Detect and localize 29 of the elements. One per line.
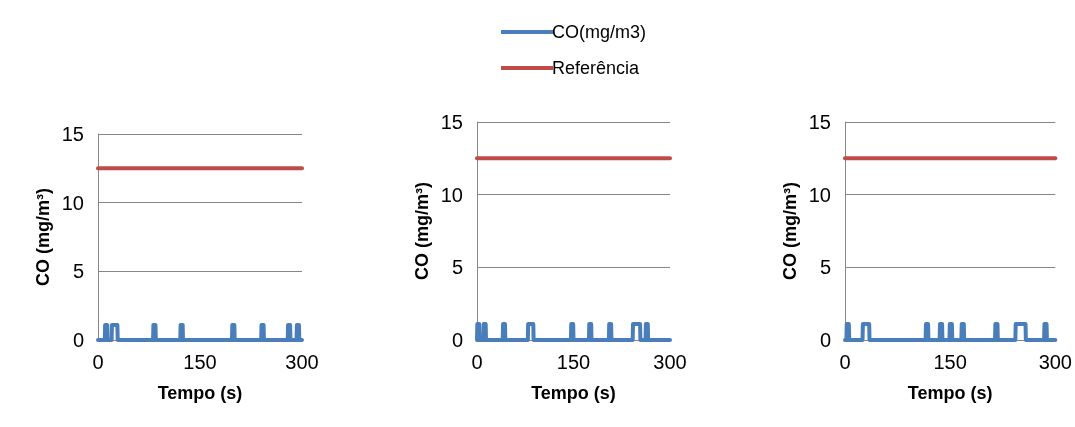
y-axis-title: CO (mg/m³) bbox=[780, 182, 800, 280]
y-tick-label: 10 bbox=[61, 191, 84, 214]
x-tick-label: 300 bbox=[1038, 351, 1072, 373]
y-axis-title: CO (mg/m³) bbox=[412, 182, 432, 280]
x-axis-title: Tempo (s) bbox=[157, 383, 243, 403]
x-axis-title: Tempo (s) bbox=[531, 383, 616, 403]
x-tick-label: 150 bbox=[183, 351, 217, 373]
x-tick-label: 300 bbox=[285, 351, 319, 373]
legend-label: CO(mg/m3) bbox=[552, 22, 646, 42]
y-axis-title: CO (mg/m³) bbox=[33, 188, 53, 286]
y-tick-label: 15 bbox=[61, 123, 84, 145]
y-tick-label: 5 bbox=[72, 260, 84, 283]
y-tick-label: 10 bbox=[440, 183, 463, 206]
y-tick-label: 5 bbox=[819, 256, 831, 279]
y-tick-label: 0 bbox=[819, 329, 831, 351]
x-axis-title: Tempo (s) bbox=[907, 383, 993, 403]
x-tick-label: 0 bbox=[92, 351, 104, 373]
y-tick-label: 15 bbox=[808, 111, 831, 133]
x-tick-label: 0 bbox=[839, 351, 851, 373]
y-tick-label: 10 bbox=[808, 183, 831, 206]
legend-label: Referência bbox=[552, 58, 641, 78]
y-tick-label: 0 bbox=[451, 329, 463, 351]
y-tick-label: 15 bbox=[440, 111, 463, 133]
x-tick-label: 150 bbox=[556, 351, 591, 373]
x-tick-label: 150 bbox=[933, 351, 967, 373]
y-tick-label: 0 bbox=[72, 329, 84, 351]
x-tick-label: 0 bbox=[471, 351, 483, 373]
y-tick-label: 5 bbox=[451, 256, 463, 279]
x-tick-label: 300 bbox=[653, 351, 687, 373]
